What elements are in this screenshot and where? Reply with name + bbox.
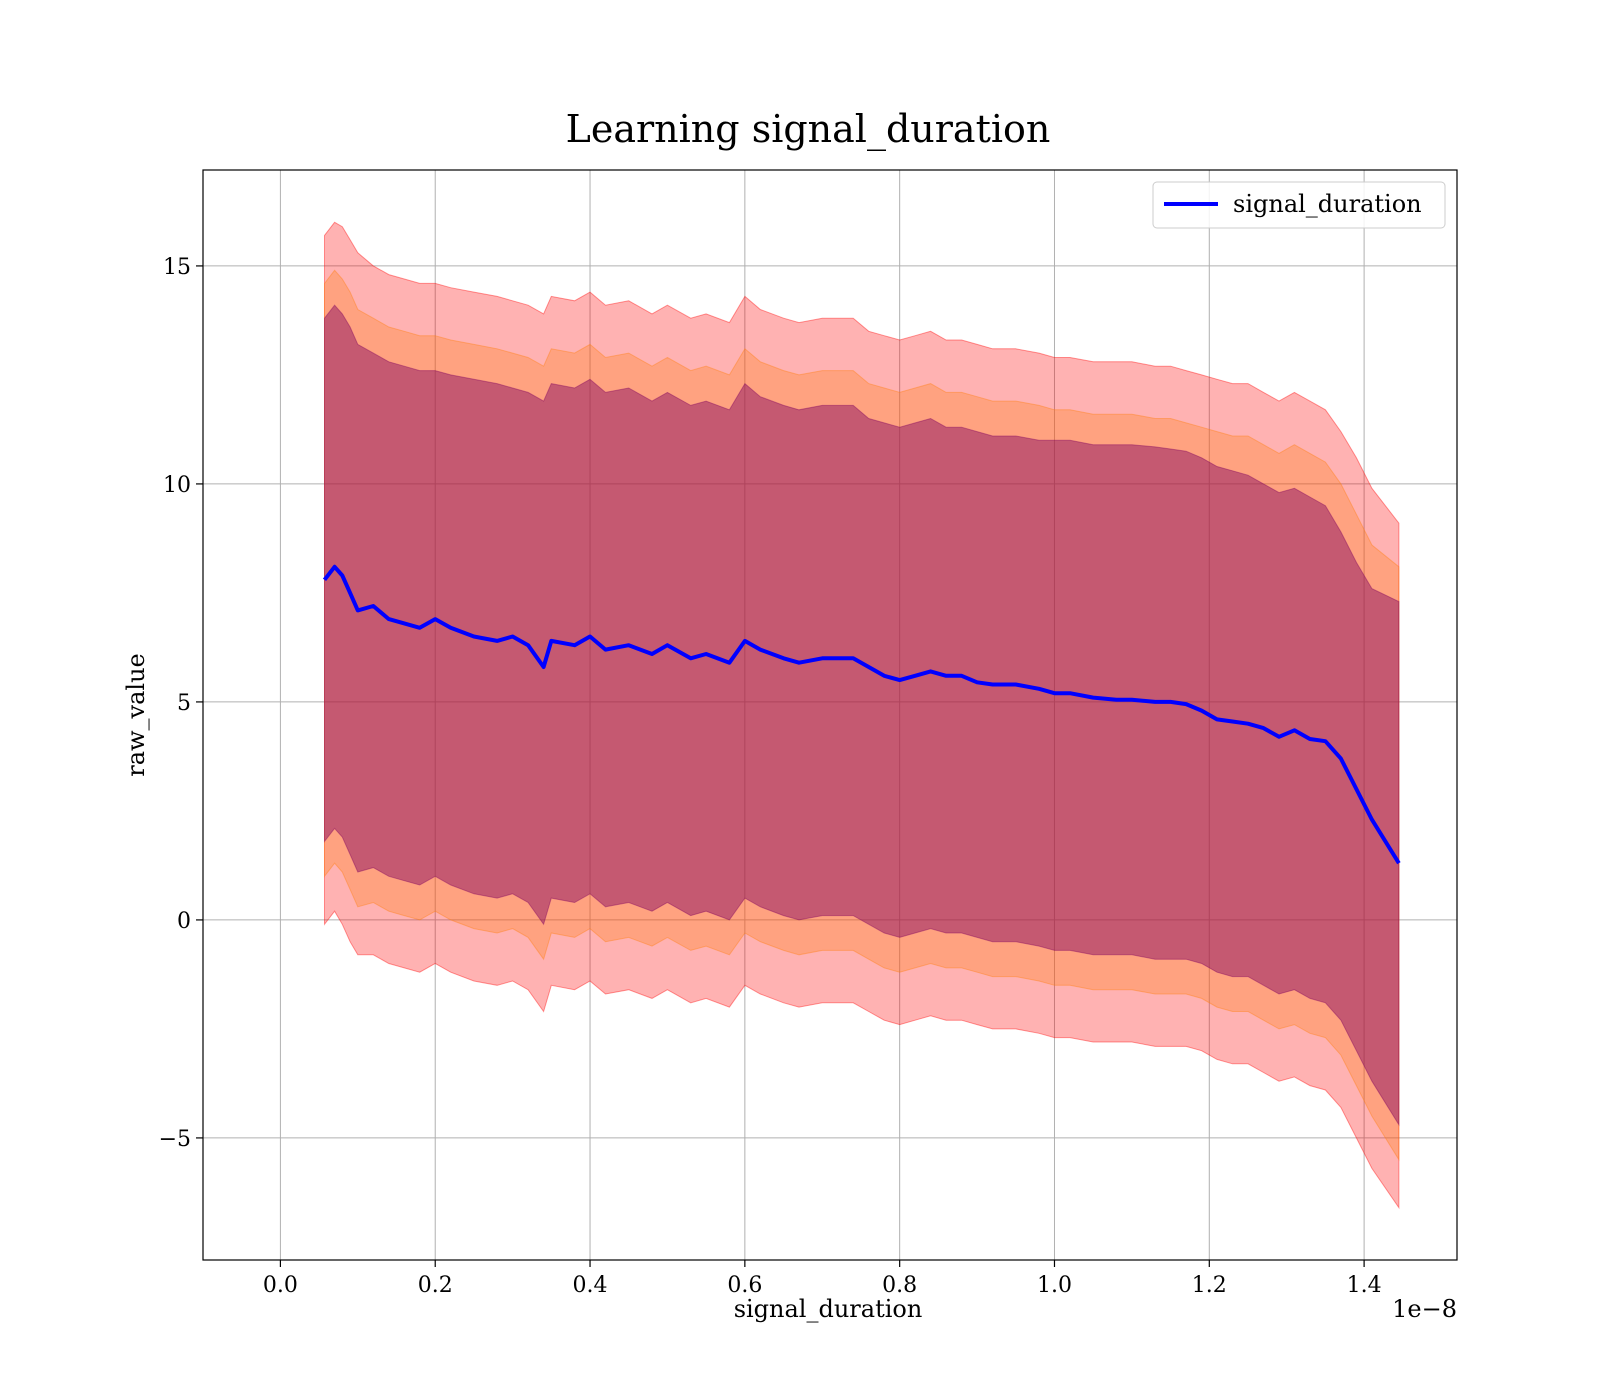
y-axis-label: raw_value: [122, 653, 150, 777]
x-axis-offset-text: 1e−8: [1392, 1295, 1457, 1323]
y-tick-label: −5: [159, 1127, 191, 1152]
grid: [203, 170, 1457, 1260]
confidence-bands: [324, 221, 1400, 1210]
x-tick-label: 1.0: [1037, 1273, 1072, 1298]
y-tick-label: 0: [177, 909, 191, 934]
x-tick-label: 1.4: [1347, 1273, 1382, 1298]
y-tick-label: 15: [163, 255, 191, 280]
x-tick-label: 0.4: [573, 1273, 608, 1298]
band-area-0: [324, 221, 1400, 1210]
x-axis-label: signal_duration: [734, 1295, 923, 1323]
series-line-0: [322, 564, 1401, 865]
x-tick-label: 0.6: [727, 1273, 762, 1298]
x-tick-label: 0.0: [263, 1273, 298, 1298]
y-tick-label: 5: [177, 691, 191, 716]
x-tick-label: 1.2: [1192, 1273, 1227, 1298]
legend-box: [1152, 181, 1446, 229]
legend-label: signal_duration: [1233, 190, 1422, 218]
plot-frame: [202, 169, 1458, 1261]
band-area-1: [324, 269, 1400, 1162]
series-lines: [322, 564, 1401, 865]
y-axis-ticks: −5 0 5 10 15: [159, 255, 203, 1152]
legend: signal_duration: [1152, 181, 1446, 229]
x-axis-ticks: 0.0 0.2 0.4 0.6 0.8 1.0 1.2 1.4: [263, 1260, 1382, 1298]
x-tick-label: 0.2: [418, 1273, 453, 1298]
y-tick-label: 10: [163, 473, 191, 498]
chart-title: Learning signal_duration: [566, 107, 1051, 152]
band-area-2: [324, 304, 1400, 1127]
x-tick-label: 0.8: [882, 1273, 917, 1298]
